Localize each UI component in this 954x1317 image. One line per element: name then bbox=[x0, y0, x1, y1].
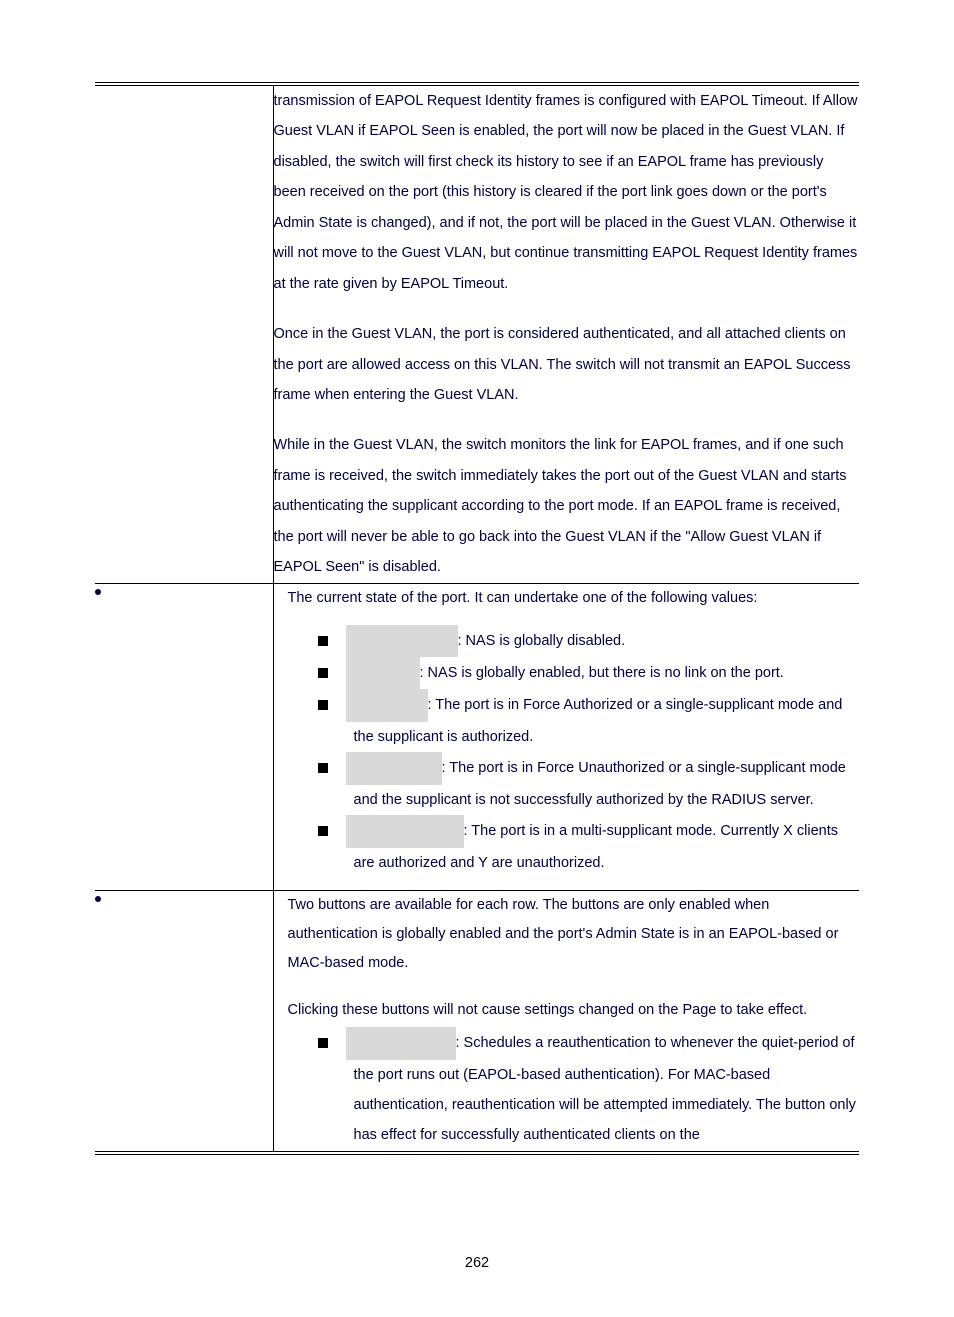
page-number: 262 bbox=[0, 1255, 954, 1271]
bullet-icon bbox=[95, 896, 101, 902]
port-state-item-4: xxxxxxxxxxx: The port is in Force Unauth… bbox=[318, 752, 860, 815]
restart-item-1: xxxxxxxxxxxxx: Schedules a reauthenticat… bbox=[318, 1027, 860, 1151]
state-label-4: xxxxxxxxxxx bbox=[346, 752, 442, 784]
restart-p1: Two buttons are available for each row. … bbox=[288, 891, 860, 978]
port-state-item-3: xxxxxxxxx: The port is in Force Authoriz… bbox=[318, 689, 860, 752]
row-restart: Two buttons are available for each row. … bbox=[95, 891, 859, 1153]
row-port-state-label bbox=[95, 583, 273, 891]
port-state-intro: The current state of the port. It can un… bbox=[288, 584, 860, 613]
state-label-2: xxxxxxxx bbox=[346, 657, 420, 689]
row-port-state-body: The current state of the port. It can un… bbox=[273, 583, 859, 891]
state-text-2: : NAS is globally enabled, but there is … bbox=[420, 665, 784, 681]
state-label-3: xxxxxxxxx bbox=[346, 689, 428, 721]
guest-vlan-p3: While in the Guest VLAN, the switch moni… bbox=[274, 430, 860, 582]
port-state-item-1: xxxxxxxxxxxxx: NAS is globally disabled. bbox=[318, 625, 860, 657]
restart-label-1: xxxxxxxxxxxxx bbox=[346, 1027, 456, 1059]
doc-table: transmission of EAPOL Request Identity f… bbox=[95, 82, 859, 1155]
guest-vlan-p2: Once in the Guest VLAN, the port is cons… bbox=[274, 319, 860, 410]
row-guest-vlan-body: transmission of EAPOL Request Identity f… bbox=[273, 84, 859, 583]
row-guest-vlan: transmission of EAPOL Request Identity f… bbox=[95, 84, 859, 583]
port-state-item-5: xxxxxxxxxxxxxx: The port is in a multi-s… bbox=[318, 815, 860, 878]
state-label-5: xxxxxxxxxxxxxx bbox=[346, 815, 464, 847]
guest-vlan-p1: transmission of EAPOL Request Identity f… bbox=[274, 86, 860, 299]
row-restart-label bbox=[95, 891, 273, 1153]
bullet-icon bbox=[95, 589, 101, 595]
state-text-3: : The port is in Force Authorized or a s… bbox=[354, 697, 843, 744]
row-port-state: The current state of the port. It can un… bbox=[95, 583, 859, 891]
restart-p2: Clicking these buttons will not cause se… bbox=[288, 996, 860, 1025]
port-state-item-2: xxxxxxxx: NAS is globally enabled, but t… bbox=[318, 657, 860, 689]
state-text-1: : NAS is globally disabled. bbox=[458, 633, 626, 649]
row-restart-body: Two buttons are available for each row. … bbox=[273, 891, 859, 1153]
state-label-1: xxxxxxxxxxxxx bbox=[346, 625, 458, 657]
row-guest-vlan-label bbox=[95, 84, 273, 583]
